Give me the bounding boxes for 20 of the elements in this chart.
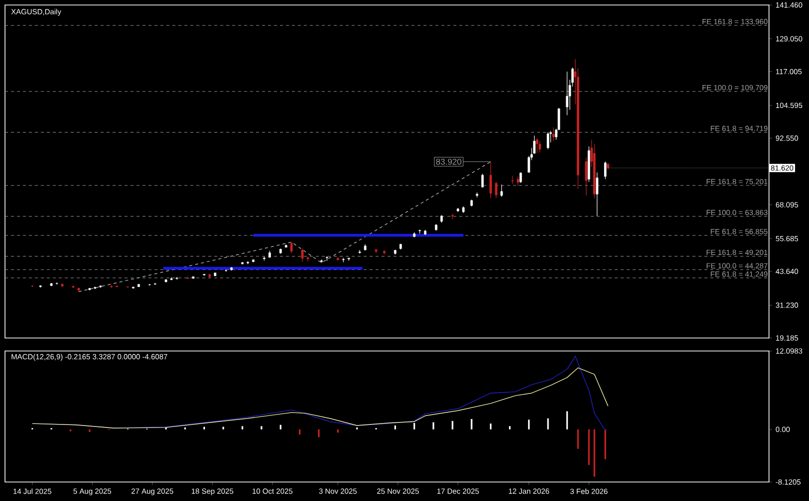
candlestick: [290, 242, 293, 254]
candlestick: [490, 161, 492, 199]
candlestick: [552, 127, 555, 142]
candlestick: [481, 173, 484, 188]
candlestick: [596, 172, 598, 216]
candlestick: [585, 157, 588, 196]
candlestick: [451, 213, 454, 220]
candlestick: [326, 256, 328, 262]
candlestick: [301, 248, 304, 262]
line-series: [32, 367, 608, 428]
candlestick: [536, 138, 538, 154]
candlestick: [538, 140, 541, 153]
candlestick: [476, 192, 478, 198]
candlestick: [546, 132, 550, 150]
candlestick: [516, 176, 520, 186]
candlestick: [566, 71, 568, 116]
candlestick: [511, 176, 514, 184]
candlestick: [500, 184, 503, 198]
annotation: 83.920: [436, 158, 462, 165]
candlestick: [494, 182, 498, 198]
